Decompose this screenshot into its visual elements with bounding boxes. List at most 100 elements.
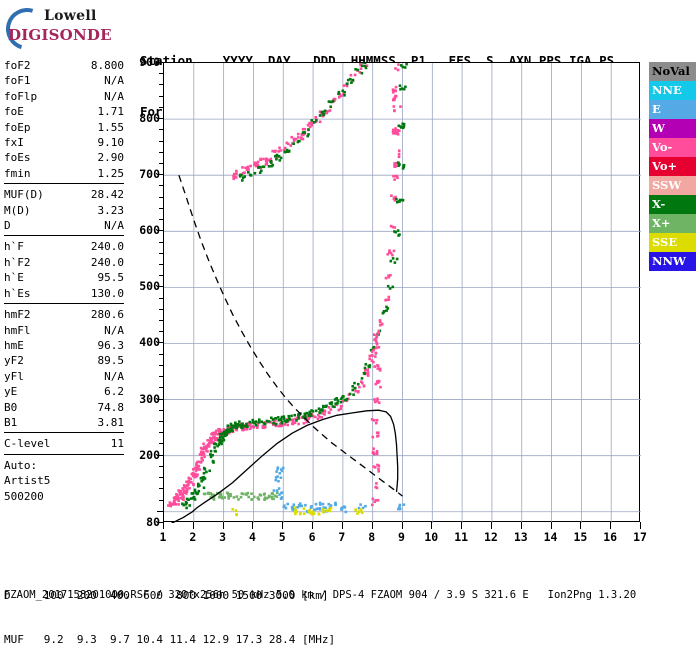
x-tick-label: 16 [603,530,617,544]
param-key: C-level [4,436,50,451]
param-key: foE [4,104,24,119]
legend-item-e[interactable]: E [649,100,696,119]
x-tick-label: 11 [454,530,468,544]
digisonde-logo: Lowell DIGISONDE [4,6,136,48]
x-tick-mark [431,522,432,529]
y-minor-tick [159,242,163,243]
x-tick-mark [193,522,194,529]
curve-muf-3000-curve [179,175,403,496]
x-tick-mark [312,522,313,529]
y-minor-tick [159,152,163,153]
y-minor-tick [159,488,163,489]
y-minor-tick [159,443,163,444]
gridlines [164,63,641,523]
param-key: hmFl [4,323,31,338]
x-tick-label: 15 [573,530,587,544]
legend-item-sse[interactable]: SSE [649,233,696,252]
y-tick-mark [157,286,163,287]
y-minor-tick [159,432,163,433]
auto-code: 500200 [4,489,124,504]
x-tick-mark [372,522,373,529]
x-tick-mark [163,522,164,529]
y-minor-tick [159,96,163,97]
legend-item-w[interactable]: W [649,119,696,138]
y-tick-label: 800 [126,111,160,125]
y-tick-label: 600 [126,223,160,237]
x-tick-mark [580,522,581,529]
muf-row: MUF 9.2 9.3 9.7 10.4 11.4 12.9 17.3 28.4… [4,633,335,648]
param-key: hmF2 [4,307,31,322]
legend-item-ssw[interactable]: SSW [649,176,696,195]
param-key: M(D) [4,203,31,218]
legend-item-noval[interactable]: NoVal [649,62,696,81]
legend-item-x[interactable]: X- [649,195,696,214]
param-key: hmE [4,338,24,353]
param-key: yE [4,384,17,399]
x-tick-mark [461,522,462,529]
x-tick-mark [342,522,343,529]
auto-name: Artist5 [4,473,124,488]
y-minor-tick [159,73,163,74]
legend-item-vo[interactable]: Vo- [649,138,696,157]
x-tick-mark [551,522,552,529]
y-tick-label: 500 [126,279,160,293]
legend-item-nne[interactable]: NNE [649,81,696,100]
param-row-mufd: MUF(D)28.42 [4,187,124,202]
x-tick-label: 3 [219,530,226,544]
x-tick-label: 13 [514,530,528,544]
legend-item-x[interactable]: X+ [649,214,696,233]
echo-series-7 [371,86,402,506]
y-minor-tick [159,298,163,299]
x-tick-label: 6 [309,530,316,544]
plot-canvas [164,63,639,521]
x-tick-mark [521,522,522,529]
param-divider [4,432,124,433]
x-tick-label: 12 [484,530,498,544]
y-minor-tick [159,387,163,388]
y-tick-mark [157,62,163,63]
x-tick-mark [491,522,492,529]
legend-item-vo[interactable]: Vo+ [649,157,696,176]
x-tick-mark [402,522,403,529]
x-tick-mark [223,522,224,529]
param-key: fmin [4,166,31,181]
x-tick-label: 1 [160,530,167,544]
y-minor-tick [159,320,163,321]
y-minor-tick [159,410,163,411]
ionogram-plot[interactable] [163,62,640,522]
x-tick-label: 9 [398,530,405,544]
y-minor-tick [159,264,163,265]
param-key: B1 [4,415,17,430]
param-key: h`Es [4,286,31,301]
y-tick-label: 300 [126,392,160,406]
x-tick-mark [640,522,641,529]
param-key: foEs [4,150,31,165]
y-minor-tick [159,197,163,198]
y-minor-tick [159,376,163,377]
y-minor-tick [159,309,163,310]
param-key: h`E [4,270,24,285]
y-minor-tick [159,185,163,186]
logo-digisonde-text: DIGISONDE [8,26,112,44]
param-key: h`F2 [4,255,31,270]
y-tick-mark [157,230,163,231]
legend-item-nnw[interactable]: NNW [649,252,696,271]
param-key: D [4,218,11,233]
x-tick-label: 5 [279,530,286,544]
param-key: yF2 [4,353,24,368]
y-tick-mark [157,455,163,456]
